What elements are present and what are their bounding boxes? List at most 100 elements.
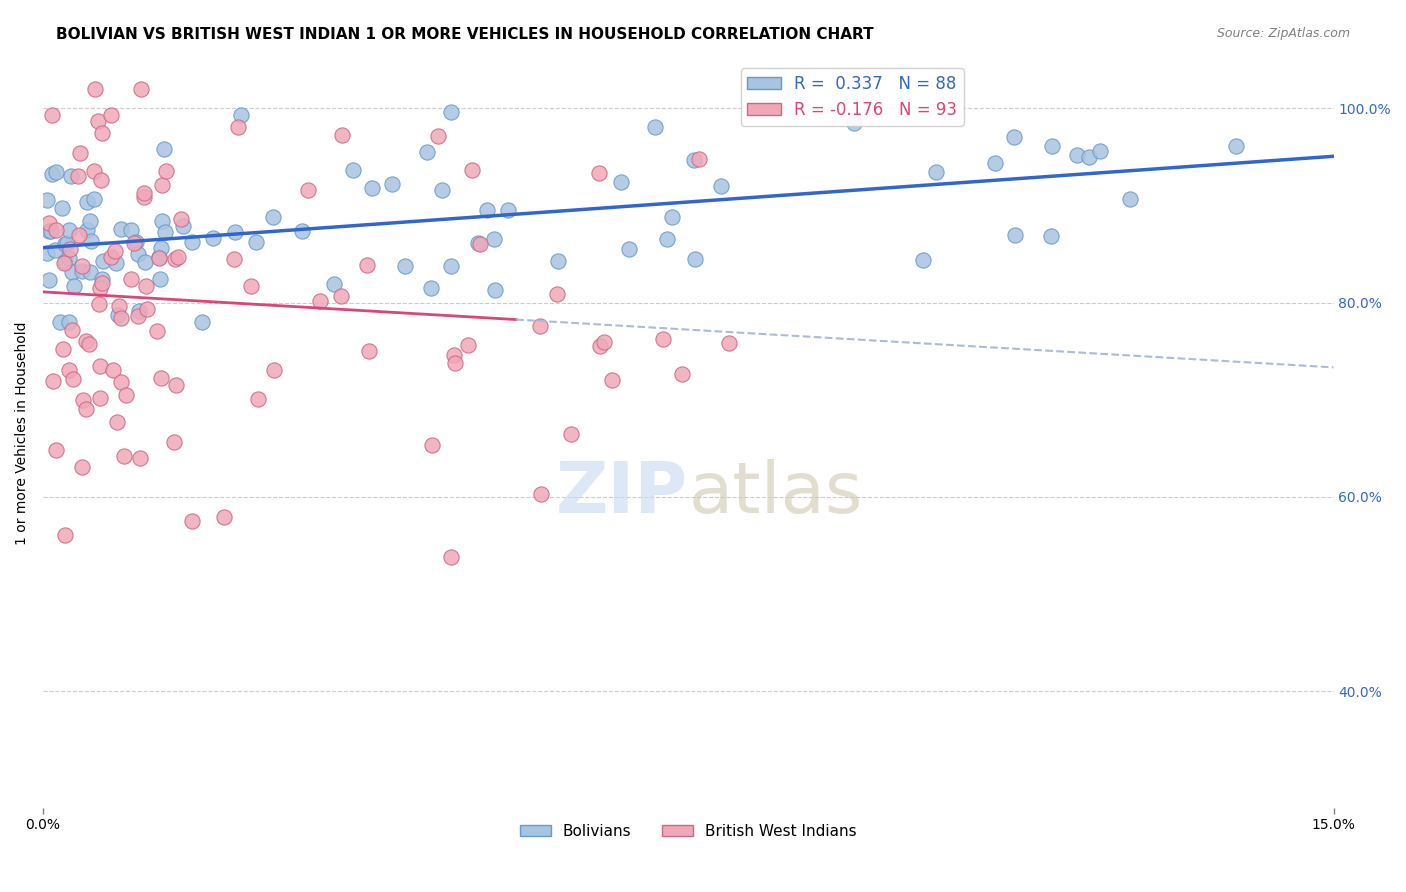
Point bbox=[165, 252, 187, 266]
Point bbox=[291, 224, 314, 238]
Y-axis label: 1 or more Vehicles in Household: 1 or more Vehicles in Household bbox=[15, 322, 30, 545]
Point bbox=[560, 427, 582, 442]
Point bbox=[45, 165, 67, 179]
Point bbox=[100, 250, 122, 264]
Point bbox=[122, 235, 145, 250]
Point bbox=[129, 81, 152, 95]
Point bbox=[120, 272, 142, 286]
Point bbox=[149, 272, 172, 286]
Point bbox=[100, 108, 122, 122]
Point bbox=[90, 272, 112, 286]
Point bbox=[104, 244, 127, 258]
Point bbox=[87, 114, 110, 128]
Point bbox=[77, 337, 100, 351]
Point bbox=[484, 283, 506, 297]
Point bbox=[58, 223, 80, 237]
Point bbox=[146, 324, 169, 338]
Point bbox=[440, 549, 463, 564]
Point bbox=[1002, 129, 1025, 144]
Point bbox=[67, 227, 90, 242]
Point bbox=[191, 315, 214, 329]
Point bbox=[443, 348, 465, 362]
Point bbox=[222, 252, 245, 267]
Point bbox=[153, 225, 176, 239]
Point bbox=[842, 116, 865, 130]
Point bbox=[652, 332, 675, 346]
Point bbox=[51, 201, 73, 215]
Point bbox=[62, 279, 84, 293]
Point bbox=[330, 128, 353, 142]
Point bbox=[91, 126, 114, 140]
Point bbox=[356, 258, 378, 272]
Point bbox=[39, 224, 62, 238]
Point bbox=[180, 235, 202, 249]
Point bbox=[329, 289, 352, 303]
Point bbox=[547, 254, 569, 268]
Point bbox=[262, 210, 284, 224]
Point bbox=[53, 255, 76, 269]
Point bbox=[984, 156, 1007, 170]
Point bbox=[589, 339, 612, 353]
Point bbox=[53, 527, 76, 541]
Point bbox=[56, 236, 79, 251]
Point bbox=[461, 163, 484, 178]
Point bbox=[166, 251, 188, 265]
Point bbox=[76, 194, 98, 209]
Point bbox=[149, 371, 172, 385]
Point bbox=[104, 256, 127, 270]
Point bbox=[163, 435, 186, 450]
Point bbox=[912, 252, 935, 267]
Point bbox=[127, 309, 149, 323]
Point bbox=[1040, 139, 1063, 153]
Point bbox=[394, 259, 416, 273]
Point bbox=[87, 296, 110, 310]
Point bbox=[655, 232, 678, 246]
Point bbox=[112, 449, 135, 463]
Point bbox=[38, 216, 60, 230]
Point bbox=[110, 311, 132, 326]
Point bbox=[263, 363, 285, 377]
Point bbox=[41, 108, 63, 122]
Text: BOLIVIAN VS BRITISH WEST INDIAN 1 OR MORE VEHICLES IN HOUSEHOLD CORRELATION CHAR: BOLIVIAN VS BRITISH WEST INDIAN 1 OR MOR… bbox=[56, 27, 875, 42]
Point bbox=[134, 186, 156, 200]
Point bbox=[38, 224, 60, 238]
Point bbox=[588, 166, 610, 180]
Point bbox=[688, 152, 710, 166]
Point bbox=[430, 183, 453, 197]
Point bbox=[427, 129, 450, 144]
Point bbox=[231, 107, 253, 121]
Point bbox=[80, 234, 103, 248]
Point bbox=[470, 236, 492, 251]
Point bbox=[245, 235, 267, 250]
Point bbox=[89, 391, 111, 405]
Point bbox=[129, 450, 152, 465]
Point bbox=[110, 375, 132, 389]
Point bbox=[83, 192, 105, 206]
Point bbox=[58, 251, 80, 265]
Point bbox=[114, 387, 136, 401]
Point bbox=[38, 273, 60, 287]
Point bbox=[155, 164, 177, 178]
Point bbox=[609, 175, 631, 189]
Point bbox=[120, 223, 142, 237]
Point bbox=[48, 315, 70, 329]
Point bbox=[308, 294, 330, 309]
Point bbox=[359, 344, 381, 359]
Legend: Bolivians, British West Indians: Bolivians, British West Indians bbox=[515, 818, 862, 845]
Point bbox=[322, 277, 344, 291]
Point bbox=[201, 230, 224, 244]
Point bbox=[105, 415, 128, 429]
Point bbox=[83, 164, 105, 178]
Point bbox=[101, 362, 124, 376]
Point bbox=[467, 236, 489, 251]
Point bbox=[59, 242, 82, 256]
Point bbox=[127, 246, 149, 260]
Point bbox=[420, 280, 443, 294]
Point bbox=[671, 367, 693, 381]
Point bbox=[58, 315, 80, 329]
Point bbox=[546, 287, 568, 301]
Point bbox=[170, 212, 193, 227]
Point bbox=[45, 442, 67, 457]
Point bbox=[107, 299, 129, 313]
Point bbox=[62, 372, 84, 386]
